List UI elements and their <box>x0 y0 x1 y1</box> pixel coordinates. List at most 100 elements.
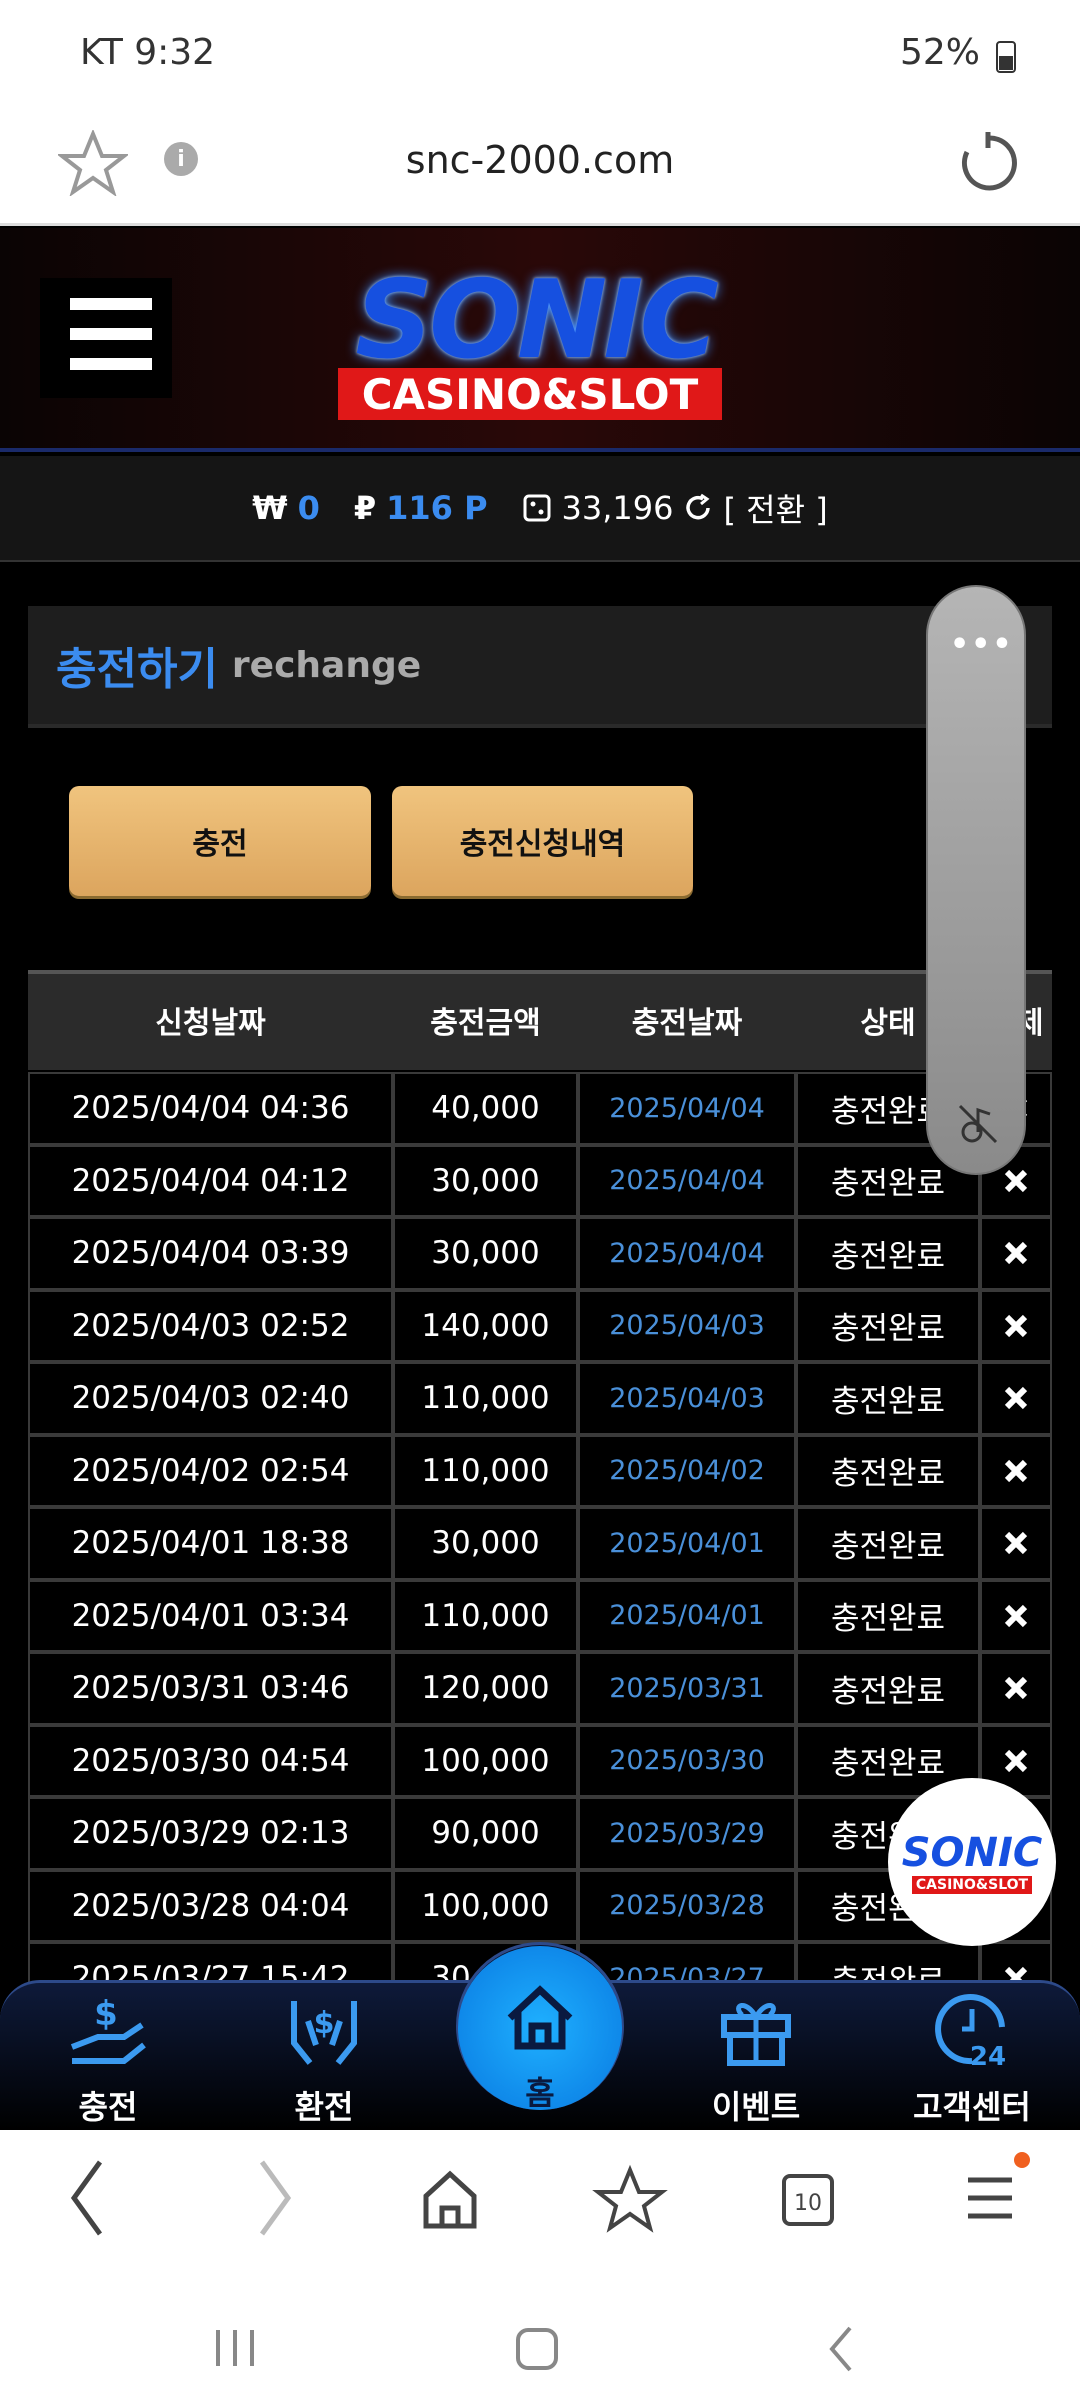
table-cell: 충전완료 <box>796 1362 980 1435</box>
table-cell: 110,000 <box>393 1362 578 1435</box>
table-header <box>28 970 1052 1070</box>
recents[interactable] <box>216 2330 254 2366</box>
section-title: 충전하기 <box>56 644 218 695</box>
table-cell: 2025/03/31 03:46 <box>28 1652 393 1725</box>
table-cell: 2025/04/02 02:54 <box>28 1434 393 1507</box>
home-button[interactable] <box>458 1946 622 2110</box>
home-icon <box>507 1985 573 2050</box>
points: 116 P <box>386 489 488 527</box>
menu-badge <box>1014 2152 1030 2168</box>
table-cell: 2025/03/28 <box>578 1869 796 1942</box>
forward[interactable] <box>259 2160 292 2236</box>
delete-button[interactable] <box>980 1434 1052 1507</box>
tab-count: 10 <box>794 2191 822 2216</box>
svg-text:$: $ <box>314 2006 335 2041</box>
won-balance: 0 <box>297 489 320 527</box>
tabs[interactable] <box>782 2174 834 2226</box>
table-cell: 2025/04/04 04:12 <box>28 1144 393 1217</box>
menu[interactable] <box>968 2177 1012 2219</box>
table-cell: 2025/03/28 04:04 <box>28 1869 393 1942</box>
event-icon[interactable] <box>718 1995 794 2067</box>
delete-icon[interactable] <box>1004 1749 1028 1773</box>
delete-button[interactable] <box>980 1217 1052 1290</box>
floating-logo-subtitle[interactable]: CASINO&SLOT <box>911 1876 1033 1894</box>
table-cell: 2025/03/30 04:54 <box>28 1724 393 1797</box>
refresh-icon[interactable] <box>683 493 713 523</box>
table-cell: 충전완료 <box>796 1579 980 1652</box>
nav-event[interactable]: 이벤트 <box>711 2088 801 2126</box>
won-symbol: ₩ <box>252 489 288 527</box>
table-cell: 2025/04/03 <box>578 1289 796 1362</box>
delete-button[interactable] <box>980 1652 1052 1725</box>
back[interactable] <box>70 2160 103 2236</box>
table-cell: 2025/04/01 <box>578 1507 796 1580</box>
delete-icon[interactable] <box>1004 1531 1028 1555</box>
table-cell: 2025/04/03 02:52 <box>28 1289 393 1362</box>
table-cell: 2025/04/04 03:39 <box>28 1217 393 1290</box>
home[interactable] <box>423 2170 477 2229</box>
bookmarks[interactable] <box>592 2164 668 2233</box>
table-cell: 2025/04/03 <box>578 1362 796 1435</box>
browser-toolbar: 10 <box>0 2130 1080 2400</box>
support-icon[interactable]: 24 <box>932 1993 1012 2069</box>
table-cell: 100,000 <box>393 1724 578 1797</box>
panel-icon[interactable] <box>956 1102 1000 1146</box>
nav-charge[interactable]: 충전 <box>78 2088 138 2126</box>
table-cell: 110,000 <box>393 1434 578 1507</box>
table-cell: 충전완료 <box>796 1289 980 1362</box>
table-header-cell: 충전금액 <box>430 1006 541 1041</box>
reload[interactable] <box>955 130 1021 196</box>
delete-icon[interactable] <box>1004 1241 1028 1265</box>
battery-icon <box>996 41 1016 73</box>
nav-exchange[interactable]: 환전 <box>294 2088 354 2126</box>
delete-button[interactable] <box>980 1579 1052 1652</box>
logo-title[interactable]: SONIC <box>355 258 718 383</box>
delete-icon[interactable] <box>1004 1314 1028 1338</box>
gesture-home[interactable] <box>516 2328 558 2370</box>
status-bar: KT 9:32 52% <box>0 0 1080 100</box>
table-cell: 충전완료 <box>796 1144 980 1217</box>
delete-icon[interactable] <box>1004 1386 1028 1410</box>
table-cell: 140,000 <box>393 1289 578 1362</box>
table-cell: 2025/04/04 04:36 <box>28 1072 393 1145</box>
table-cell: 100,000 <box>393 1869 578 1942</box>
panel-dots[interactable]: ••• <box>950 627 1014 662</box>
nav-home[interactable]: 홈 <box>525 2074 555 2112</box>
table-cell: 2025/04/02 <box>578 1434 796 1507</box>
url[interactable]: snc-2000.com <box>405 138 675 182</box>
info-icon[interactable]: i <box>164 142 198 176</box>
section-header: 충전하기 rechange <box>28 606 1052 728</box>
table-cell: 충전완료 <box>796 1217 980 1290</box>
url-bar: i snc-2000.com <box>0 100 1080 226</box>
point-symbol: ₽ <box>353 489 377 527</box>
bookmark-star[interactable] <box>58 130 128 196</box>
delete-icon[interactable] <box>1004 1604 1028 1628</box>
delete-button[interactable] <box>980 1362 1052 1435</box>
floating-logo[interactable]: SONIC CASINO&SLOT <box>888 1778 1056 1946</box>
delete-icon[interactable] <box>1004 1676 1028 1700</box>
delete-icon[interactable] <box>1004 1459 1028 1483</box>
battery: 52% <box>900 32 981 73</box>
floating-panel[interactable]: ••• <box>926 585 1026 1175</box>
charge-icon[interactable]: $ <box>68 1995 148 2067</box>
delete-button[interactable] <box>980 1507 1052 1580</box>
table-cell: 2025/04/03 02:40 <box>28 1362 393 1435</box>
gesture-back[interactable] <box>829 2326 852 2372</box>
history-button[interactable]: 충전신청내역 <box>392 786 693 896</box>
delete-button[interactable] <box>980 1289 1052 1362</box>
svg-text:24: 24 <box>970 2042 1006 2069</box>
menu-button[interactable] <box>40 278 172 398</box>
site-header: SONIC CASINO&SLOT <box>0 228 1080 452</box>
carrier-time: KT 9:32 <box>80 32 216 73</box>
menu-bar <box>70 328 152 340</box>
table-header-cell: 충전날짜 <box>631 1006 743 1041</box>
nav-support[interactable]: 고객센터 <box>913 2088 1031 2126</box>
table-cell: 30,000 <box>393 1507 578 1580</box>
menu-bar <box>70 298 152 310</box>
convert-button[interactable]: [ 전환 ] <box>723 491 828 529</box>
charge-button[interactable]: 충전 <box>69 786 371 896</box>
exchange-icon[interactable]: $ <box>284 1993 364 2067</box>
logo-subtitle[interactable]: CASINO&SLOT <box>338 368 722 420</box>
floating-logo-title[interactable]: SONIC <box>901 1830 1043 1876</box>
delete-icon[interactable] <box>1004 1169 1028 1193</box>
